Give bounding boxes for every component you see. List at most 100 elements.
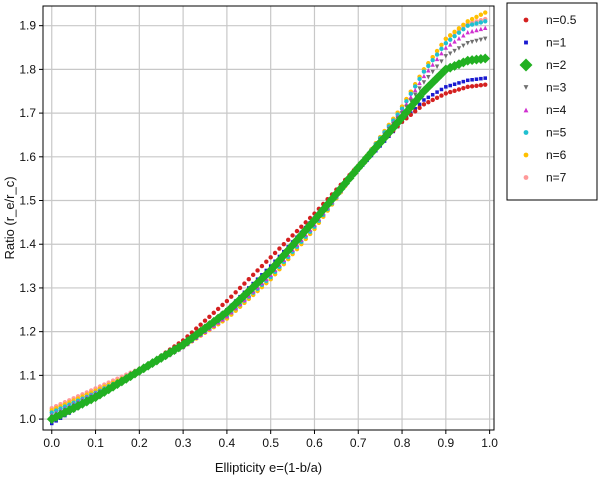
data-point (443, 36, 449, 41)
data-point (443, 54, 449, 59)
data-point (224, 298, 230, 304)
data-point (408, 94, 414, 100)
x-axis-title: Ellipticity e=(1-b/a) (215, 460, 322, 475)
data-point (461, 43, 466, 48)
data-point (479, 76, 483, 81)
data-point (461, 26, 466, 32)
data-point (483, 19, 488, 24)
legend-box (506, 2, 598, 201)
data-point (229, 294, 234, 299)
legend-label: n=7 (546, 171, 567, 185)
data-point (417, 76, 422, 82)
data-point (483, 25, 488, 31)
x-tick-label: 0.4 (219, 436, 236, 450)
data-point (452, 48, 457, 54)
data-point (408, 98, 414, 104)
data-point (412, 109, 418, 114)
data-points (46, 10, 491, 426)
y-tick-label: 1.0 (19, 412, 36, 426)
data-point (426, 75, 431, 80)
data-point (286, 237, 291, 243)
data-point (207, 314, 212, 319)
data-point (272, 250, 278, 256)
axis-ticks: 0.0 0.1 0.2 0.3 0.4 0.5 0.6 0.7 0.8 0.9 1.0 1.0 1.1 1… (19, 19, 498, 450)
data-point (465, 40, 470, 46)
y-axis-title: Ratio (r_e/r_c) (2, 176, 17, 259)
data-point (281, 242, 287, 247)
data-point (456, 26, 462, 31)
y-tick-label: 1.5 (19, 194, 36, 208)
data-point (443, 91, 449, 96)
data-point (426, 63, 431, 69)
data-point (439, 42, 444, 48)
legend-marker (523, 85, 529, 90)
data-point (474, 38, 479, 44)
legend-item: n=1 (524, 36, 567, 50)
series-n=5 (49, 19, 488, 415)
x-tick-label: 0.6 (306, 436, 323, 450)
data-point (474, 83, 479, 88)
data-point (465, 84, 470, 90)
data-point (465, 23, 470, 28)
data-point (439, 46, 444, 52)
data-point (469, 16, 475, 22)
data-point (246, 276, 251, 282)
data-point (452, 88, 457, 94)
data-point (417, 80, 422, 86)
data-point (215, 306, 221, 312)
data-point (412, 84, 418, 89)
legend-label: n=0.5 (546, 13, 577, 27)
y-tick-label: 1.6 (19, 150, 36, 164)
y-tick-label: 1.4 (19, 237, 36, 251)
x-tick-label: 0.1 (87, 436, 104, 450)
legend-item: n=2 (519, 58, 567, 72)
data-point (452, 82, 457, 87)
data-point (469, 84, 475, 89)
x-tick-label: 0.8 (394, 436, 411, 450)
data-point (412, 87, 418, 93)
data-point (430, 97, 435, 103)
legend-marker (524, 40, 528, 45)
data-point (443, 45, 449, 50)
data-point (469, 39, 475, 45)
series-n=0.5 (49, 82, 488, 422)
data-point (448, 51, 453, 56)
data-point (242, 281, 247, 286)
x-tick-label: 0.2 (131, 436, 148, 450)
data-point (443, 40, 449, 46)
data-point (408, 91, 414, 97)
data-point (439, 87, 444, 92)
data-point (434, 56, 440, 62)
legend-item: n=0.5 (523, 13, 577, 27)
legend-item: n=5 (523, 126, 567, 140)
data-point (430, 54, 435, 60)
data-point (198, 322, 203, 327)
data-point (456, 36, 462, 41)
legend-marker (523, 175, 529, 180)
data-point (448, 89, 453, 95)
data-point (439, 93, 444, 98)
data-point (274, 255, 285, 266)
y-tick-label: 1.3 (19, 281, 36, 295)
data-point (478, 83, 484, 88)
data-point (250, 272, 256, 278)
legend-marker (519, 58, 533, 72)
x-tick-label: 0.3 (175, 436, 192, 450)
legend-label: n=4 (546, 103, 567, 117)
data-point (434, 52, 440, 57)
y-tick-label: 1.1 (19, 368, 36, 382)
data-point (456, 46, 462, 51)
data-point (430, 58, 435, 63)
data-point (434, 48, 440, 54)
data-point (474, 14, 479, 20)
data-point (417, 105, 422, 111)
legend-label: n=1 (546, 36, 567, 50)
data-point (259, 263, 265, 269)
data-point (474, 77, 479, 81)
data-point (448, 37, 453, 42)
x-tick-label: 1.0 (481, 436, 498, 450)
y-tick-label: 1.9 (19, 19, 36, 33)
data-point (220, 302, 225, 308)
data-point (465, 19, 470, 24)
data-point (404, 99, 409, 104)
